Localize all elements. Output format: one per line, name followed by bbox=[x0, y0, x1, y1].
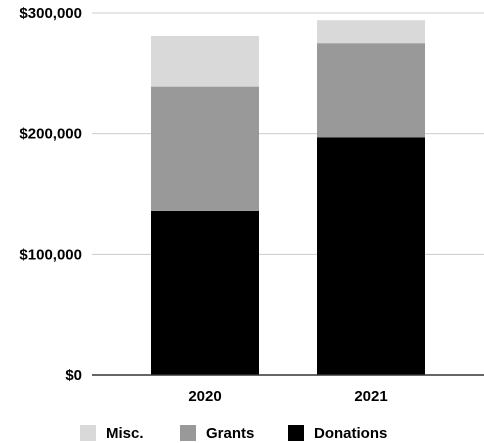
legend-swatch-misc bbox=[80, 425, 96, 441]
bar-donations-2021 bbox=[317, 137, 425, 375]
legend-swatch-donations bbox=[288, 425, 304, 441]
bar-misc-2021 bbox=[317, 20, 425, 44]
y-tick-label: $200,000 bbox=[19, 126, 82, 143]
legend-label-misc: Misc. bbox=[106, 425, 144, 442]
bar-grants-2020 bbox=[151, 86, 259, 211]
y-tick-label: $0 bbox=[65, 367, 82, 384]
y-tick-label: $100,000 bbox=[19, 246, 82, 263]
legend: Misc. Grants Donations bbox=[80, 425, 387, 442]
legend-label-grants: Grants bbox=[206, 425, 254, 442]
x-tick-label: 2021 bbox=[354, 388, 387, 405]
y-tick-label: $300,000 bbox=[19, 5, 82, 22]
x-tick-label: 2020 bbox=[188, 388, 221, 405]
gridlines bbox=[92, 12, 484, 255]
bars bbox=[151, 20, 425, 375]
legend-swatch-grants bbox=[180, 425, 196, 441]
bar-misc-2020 bbox=[151, 35, 259, 87]
axes: $0 $100,000 $200,000 $300,000 2020 2021 bbox=[19, 5, 484, 405]
legend-label-donations: Donations bbox=[314, 425, 387, 442]
bar-grants-2021 bbox=[317, 43, 425, 138]
bar-donations-2020 bbox=[151, 210, 259, 375]
